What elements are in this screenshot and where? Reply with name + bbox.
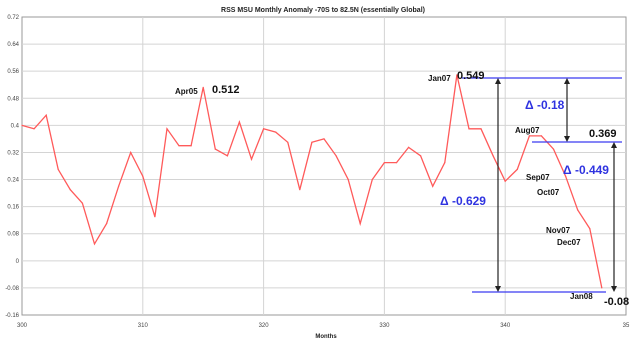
x-axis-label: Months (315, 334, 337, 340)
y-tick-label: 0 (16, 259, 20, 265)
data-point (395, 162, 398, 164)
label-jan08: Jan08 (570, 292, 593, 301)
data-point (335, 155, 337, 157)
arrow-right-head-bottom (611, 286, 617, 292)
y-tick-label: 0.08 (7, 232, 19, 238)
delta-small-label: Δ -0.18 (525, 98, 565, 112)
grid-lines (22, 17, 626, 315)
y-tick-label: 0.32 (7, 150, 19, 156)
data-point (287, 141, 289, 143)
data-point (81, 202, 83, 204)
data-point (202, 86, 204, 88)
data-point (504, 180, 506, 182)
data-point (589, 228, 591, 230)
x-tick-label: 340 (500, 323, 511, 329)
data-point (371, 178, 373, 181)
y-tick-label: 0.4 (11, 123, 20, 129)
data-point (492, 155, 494, 157)
label-dec07: Dec07 (557, 238, 581, 247)
x-tick-label: 300 (17, 323, 28, 329)
data-point (299, 189, 301, 191)
data-point (552, 148, 555, 150)
data-point (601, 287, 603, 289)
plot-area (21, 16, 627, 316)
data-point (21, 124, 23, 126)
data-point (106, 223, 108, 225)
data-point (250, 158, 253, 160)
y-tick-label: -0.08 (5, 286, 19, 292)
y-tick-label: 0.48 (7, 96, 19, 102)
y-tick-label: 0.24 (7, 178, 19, 184)
label-sep07: Sep07 (526, 173, 550, 182)
y-axis-ticks: 0.72 0.64 0.56 0.48 0.4 0.32 0.24 0.16 0.08 0 -0.0… (5, 15, 19, 319)
y-tick-label: -0.16 (5, 313, 19, 319)
series-points (21, 74, 603, 289)
data-point (154, 216, 156, 218)
data-point (516, 168, 518, 170)
y-tick-label: 0.64 (7, 42, 19, 48)
data-point (347, 178, 349, 181)
x-tick-label: 310 (138, 323, 149, 329)
data-point (432, 185, 434, 187)
data-point (359, 223, 361, 225)
y-tick-label: 0.16 (7, 205, 19, 211)
data-point (69, 189, 71, 191)
data-point (480, 128, 482, 130)
x-axis-ticks: 300 310 320 330 340 35 (17, 323, 630, 329)
data-point (420, 155, 422, 157)
data-point (214, 148, 216, 150)
data-point (577, 209, 579, 211)
data-point (118, 185, 120, 187)
x-tick-label: 35 (623, 323, 630, 329)
x-tick-label: 320 (259, 323, 270, 329)
label-jan07: Jan07 (428, 74, 451, 83)
data-point (238, 121, 240, 123)
label-nov07: Nov07 (546, 226, 571, 235)
label-oct07: Oct07 (537, 188, 560, 197)
data-point (33, 128, 35, 130)
arrow-left-head-bottom (495, 286, 501, 292)
data-point (45, 114, 47, 116)
x-tick-label: 330 (379, 323, 390, 329)
chart-title: RSS MSU Monthly Anomaly -70S to 82.5N (e… (221, 7, 425, 14)
value-jan08: -0.08 (604, 296, 629, 308)
data-point (540, 135, 543, 137)
data-point (528, 135, 531, 137)
data-point (130, 151, 132, 154)
delta-right-label: Δ -0.449 (563, 163, 609, 177)
data-point (383, 162, 385, 164)
data-point (444, 162, 446, 164)
arrow-small-head-bottom (564, 136, 570, 142)
data-point (323, 138, 325, 140)
data-point (190, 145, 192, 147)
data-point (456, 74, 458, 76)
value-apr05: 0.512 (212, 84, 240, 96)
arrow-left-head-top (495, 78, 501, 84)
delta-left-label: Δ -0.629 (440, 194, 486, 208)
data-point (57, 168, 59, 170)
y-tick-label: 0.56 (7, 69, 19, 75)
data-point (226, 155, 228, 157)
value-aug07: 0.369 (589, 128, 617, 140)
data-point (263, 128, 265, 130)
data-point (408, 146, 410, 148)
data-point (166, 128, 168, 130)
arrow-small-head-top (564, 78, 570, 84)
arrow-right-head-top (611, 142, 617, 148)
data-point (93, 243, 96, 245)
data-point (565, 175, 567, 177)
data-point (178, 145, 180, 147)
value-jan07: 0.549 (457, 70, 485, 82)
data-point (468, 128, 470, 130)
label-aug07: Aug07 (515, 126, 540, 135)
data-point (275, 131, 277, 133)
y-tick-label: 0.72 (7, 15, 19, 21)
data-point (311, 141, 313, 143)
data-point (142, 175, 144, 177)
label-apr05: Apr05 (175, 87, 198, 96)
